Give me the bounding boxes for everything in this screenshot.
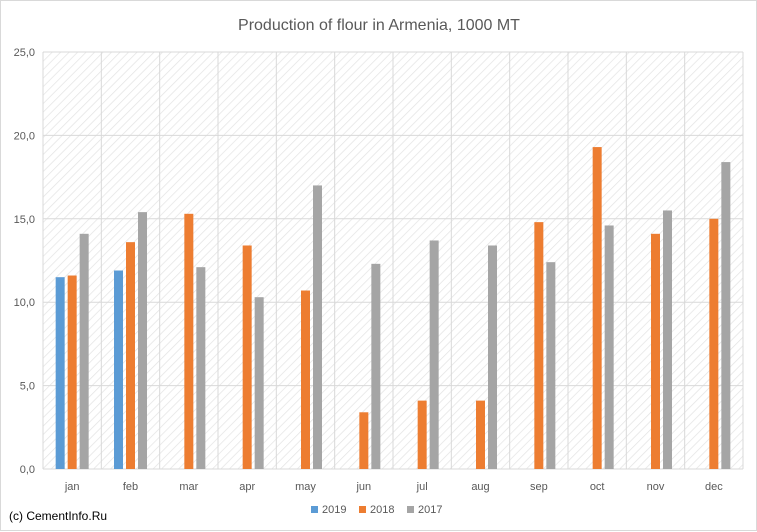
- bar-2018-may: [301, 290, 310, 469]
- x-tick-label: sep: [530, 481, 548, 493]
- y-tick-label: 25,0: [14, 47, 35, 59]
- gridlines: [42, 51, 744, 470]
- bar-2018-oct: [592, 147, 602, 470]
- bar-2018-dec: [709, 218, 719, 469]
- legend-swatch-2019: [311, 506, 318, 513]
- x-tick-label: may: [295, 481, 316, 493]
- legend-swatch-2017: [407, 506, 414, 513]
- legend: 2019 2018 2017: [311, 504, 442, 516]
- bar-2017-may: [313, 185, 322, 469]
- bar-2017-sep: [546, 262, 556, 469]
- y-tick-label: 5,0: [20, 381, 35, 393]
- bar-2017-oct: [604, 225, 614, 469]
- bar-2017-jun: [371, 263, 381, 469]
- bar-2018-aug: [476, 400, 485, 469]
- x-tick-label: feb: [123, 481, 138, 493]
- bar-2018-sep: [534, 222, 544, 469]
- bar-2018-apr: [242, 245, 252, 469]
- bar-2018-jan: [67, 275, 77, 469]
- x-tick-label: jun: [355, 481, 371, 493]
- x-tick-label: mar: [179, 481, 198, 493]
- chart-title: Production of flour in Armenia, 1000 MT: [238, 17, 520, 34]
- bar-2017-aug: [488, 245, 497, 469]
- y-tick-label: 20,0: [14, 130, 35, 142]
- y-tick-label: 0,0: [20, 464, 35, 476]
- bar-2017-feb: [138, 212, 147, 470]
- x-tick-label: nov: [647, 481, 665, 493]
- bar-2019-feb: [114, 270, 123, 469]
- legend-label-2019: 2019: [322, 504, 346, 516]
- bar-2018-jun: [359, 412, 369, 469]
- bar-2017-mar: [196, 267, 206, 469]
- y-axis: 0,0 5,0 10,0 15,0 20,0 25,0: [14, 47, 35, 476]
- x-tick-label: dec: [705, 481, 723, 493]
- y-tick-label: 10,0: [14, 297, 35, 309]
- x-tick-label: apr: [239, 481, 255, 493]
- legend-label-2018: 2018: [370, 504, 394, 516]
- bar-2018-mar: [184, 213, 194, 469]
- bar-2018-feb: [126, 242, 135, 469]
- bar-2019-jan: [55, 277, 65, 469]
- bar-2017-jul: [429, 240, 439, 469]
- x-tick-label: aug: [471, 481, 489, 493]
- x-tick-label: jul: [416, 481, 428, 493]
- copyright-text: (c) CementInfo.Ru: [9, 509, 108, 523]
- bar-2017-dec: [721, 162, 731, 469]
- bar-2017-nov: [663, 210, 672, 469]
- legend-swatch-2018: [359, 506, 366, 513]
- x-tick-label: oct: [590, 481, 605, 493]
- bar-2018-jul: [417, 400, 427, 469]
- x-tick-label: jan: [64, 481, 80, 493]
- legend-label-2017: 2017: [418, 504, 442, 516]
- bar-2018-nov: [651, 233, 660, 469]
- y-tick-label: 15,0: [14, 214, 35, 226]
- bar-2017-jan: [79, 233, 89, 469]
- bar-2017-apr: [254, 297, 264, 469]
- bars: [55, 147, 731, 470]
- x-axis: jan feb mar apr may jun jul aug sep oct nov dec: [64, 481, 723, 493]
